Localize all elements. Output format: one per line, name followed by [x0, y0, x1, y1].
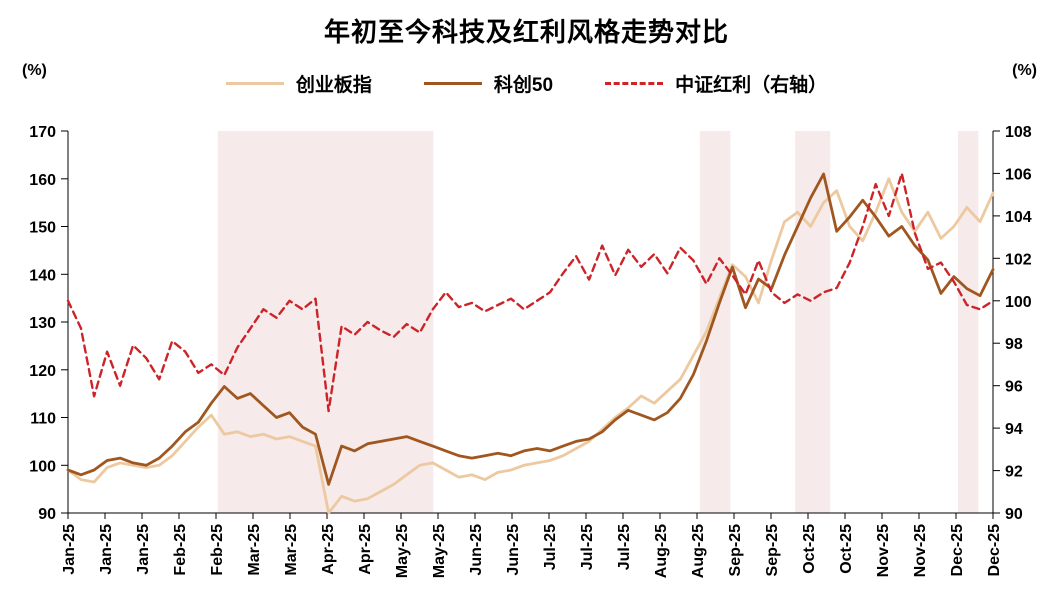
svg-text:108: 108	[1005, 124, 1032, 141]
legend-item-csi-dividend: 中证红利（右轴）	[605, 70, 827, 97]
svg-text:100: 100	[1005, 294, 1032, 311]
svg-text:Apr-25: Apr-25	[357, 524, 374, 575]
svg-text:90: 90	[1005, 506, 1023, 523]
svg-text:Nov-25: Nov-25	[875, 524, 892, 577]
svg-text:94: 94	[1005, 421, 1023, 438]
legend-item-star50: 科创50	[423, 70, 554, 97]
star50-label: 科创50	[493, 75, 554, 96]
legend: 创业板指 科创50 中证红利（右轴）	[0, 70, 1053, 97]
svg-text:96: 96	[1005, 379, 1023, 396]
svg-text:Jun-25: Jun-25	[505, 524, 522, 576]
right-axis-unit: (%)	[1012, 62, 1037, 79]
svg-text:Jul-25: Jul-25	[579, 524, 596, 570]
svg-text:May-25: May-25	[394, 524, 411, 578]
svg-text:140: 140	[29, 267, 56, 284]
svg-text:160: 160	[29, 172, 56, 189]
svg-text:Jul-25: Jul-25	[542, 524, 559, 570]
svg-text:Apr-25: Apr-25	[320, 524, 337, 575]
svg-text:Dec-25: Dec-25	[986, 524, 1003, 577]
svg-text:Jul-25: Jul-25	[616, 524, 633, 570]
svg-text:Oct-25: Oct-25	[838, 524, 855, 574]
svg-text:Jan-25: Jan-25	[135, 524, 152, 575]
svg-text:Jun-25: Jun-25	[468, 524, 485, 576]
svg-text:Jan-25: Jan-25	[61, 524, 78, 575]
svg-text:98: 98	[1005, 336, 1023, 353]
svg-text:Sep-25: Sep-25	[764, 524, 781, 577]
chinext-line-sample	[225, 82, 284, 85]
svg-text:Feb-25: Feb-25	[209, 524, 226, 576]
left-axis-unit: (%)	[22, 62, 47, 79]
svg-text:106: 106	[1005, 166, 1032, 183]
svg-text:Aug-25: Aug-25	[653, 524, 670, 578]
csi-dividend-label: 中证红利（右轴）	[675, 75, 828, 96]
svg-text:104: 104	[1005, 209, 1032, 226]
svg-text:150: 150	[29, 220, 56, 237]
csi-dividend-line-sample	[605, 82, 664, 85]
svg-text:102: 102	[1005, 251, 1032, 268]
chinext-label: 创业板指	[295, 75, 372, 96]
svg-text:110: 110	[30, 411, 56, 428]
svg-text:Mar-25: Mar-25	[283, 524, 300, 576]
svg-text:Jan-25: Jan-25	[98, 524, 115, 575]
svg-text:92: 92	[1005, 464, 1023, 481]
svg-text:Oct-25: Oct-25	[801, 524, 818, 574]
svg-text:100: 100	[29, 458, 56, 475]
svg-text:Dec-25: Dec-25	[949, 524, 966, 577]
svg-text:120: 120	[29, 363, 56, 380]
chart-title: 年初至今科技及红利风格走势对比	[323, 17, 729, 47]
svg-text:Aug-25: Aug-25	[690, 524, 707, 578]
svg-text:May-25: May-25	[431, 524, 448, 578]
svg-text:Nov-25: Nov-25	[912, 524, 929, 577]
svg-text:Mar-25: Mar-25	[246, 524, 263, 576]
svg-text:170: 170	[29, 124, 56, 141]
svg-text:Feb-25: Feb-25	[172, 524, 189, 576]
svg-text:130: 130	[29, 315, 56, 332]
star50-line-sample	[423, 82, 482, 85]
svg-text:90: 90	[38, 506, 56, 523]
legend-item-chinext: 创业板指	[225, 70, 372, 97]
svg-text:Sep-25: Sep-25	[727, 524, 744, 577]
